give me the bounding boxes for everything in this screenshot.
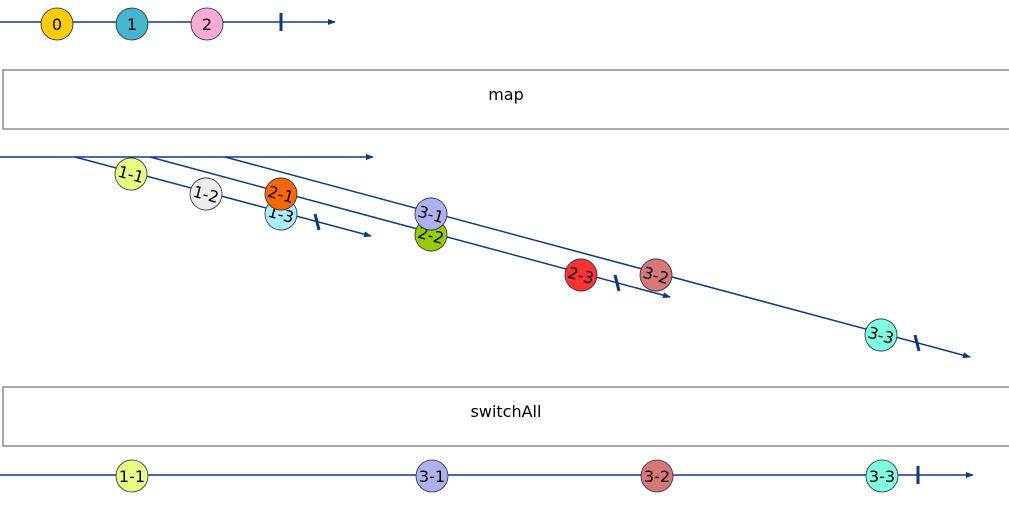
switchall-operator-box: switchAll (2, 386, 1009, 447)
inner-observable-2-complete-mark (613, 274, 621, 292)
source-marble-label: 0 (52, 15, 62, 34)
source-timeline: 0 1 2 (0, 7, 336, 41)
source-marble-label: 2 (202, 15, 212, 34)
result-marble: 3-1 (415, 459, 449, 493)
source-marble: 1 (115, 7, 149, 41)
result-marble-label: 3-3 (869, 467, 895, 486)
result-marble: 3-2 (640, 459, 674, 493)
source-marble: 0 (40, 7, 74, 41)
inner-observable-3 (224, 156, 971, 359)
inner-marble: 1-1 (114, 157, 148, 191)
source-marble: 2 (190, 7, 224, 41)
result-marble: 1-1 (115, 459, 149, 493)
inner-observable-3-complete-mark (913, 334, 921, 352)
source-marble-label: 1 (127, 15, 137, 34)
inner-marble: 3-3 (864, 318, 898, 352)
result-marble-label: 3-1 (419, 467, 445, 486)
inner-observable-1-complete-mark (313, 213, 321, 231)
source-marbles: 0 1 2 (40, 7, 224, 41)
inner-marble: 3-2 (639, 258, 673, 292)
inner-marble: 1-2 (189, 177, 223, 211)
map-operator-box: map (2, 69, 1009, 130)
switchall-operator-label: switchAll (471, 402, 542, 421)
inner-marble: 2-1 (264, 177, 298, 211)
result-marbles: 1-1 3-1 3-2 3-3 (115, 459, 899, 493)
inner-observable-3-line (224, 156, 971, 359)
result-timeline: 1-1 3-1 3-2 3-3 (0, 459, 974, 493)
inner-marble: 2-3 (564, 258, 598, 292)
result-marble-label: 3-2 (644, 467, 670, 486)
result-marble-label: 1-1 (119, 467, 145, 486)
result-marble: 3-3 (865, 459, 899, 493)
inner-marble: 3-1 (414, 197, 448, 231)
higher-order-timeline: 1-11-21-32-12-22-33-13-23-3 (0, 154, 971, 359)
inner-observables: 1-11-21-32-12-22-33-13-23-3 (74, 156, 971, 359)
map-operator-label: map (488, 85, 524, 104)
